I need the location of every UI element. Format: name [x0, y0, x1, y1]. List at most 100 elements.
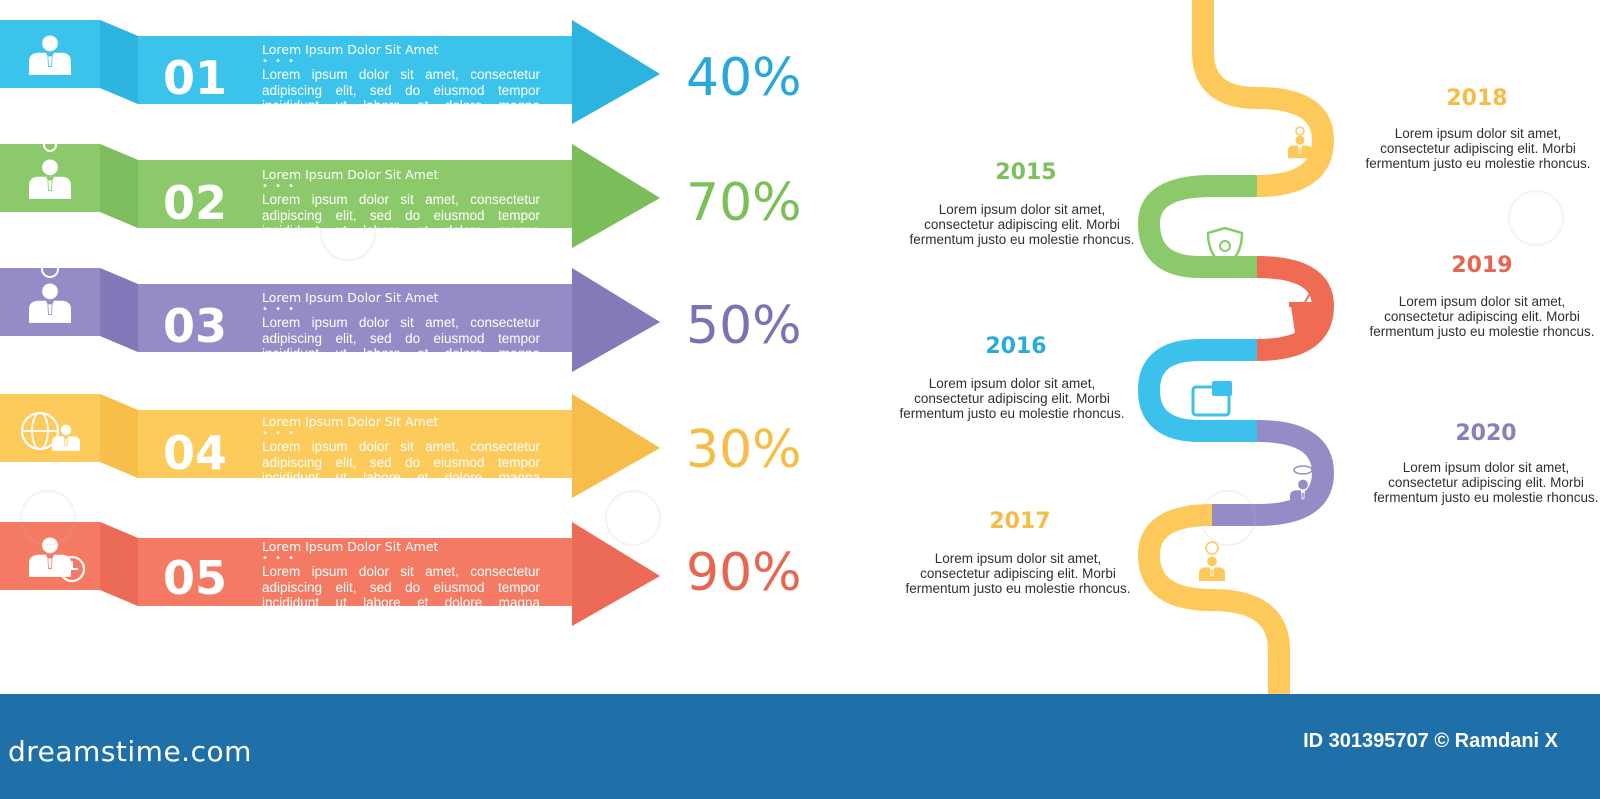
clock-face — [58, 555, 86, 583]
ribbon-fold — [100, 268, 138, 352]
timeline-year: 2018 — [1446, 86, 1508, 111]
bulb — [1295, 126, 1305, 136]
image-credit: ID 301395707 © Ramdani X — [1303, 730, 1558, 752]
clock-hands — [71, 561, 78, 570]
atom-businessman-icon — [1290, 465, 1316, 505]
person-tie — [47, 55, 53, 67]
ribbon-1 — [0, 20, 660, 124]
ribbon-arrow — [138, 268, 660, 372]
person-head — [42, 283, 58, 300]
bulb — [43, 138, 57, 152]
timeline-year: 2016 — [985, 334, 1047, 359]
timeline-text: Lorem ipsum dolor sit amet, consectetur … — [1369, 294, 1595, 339]
person-head — [42, 159, 58, 176]
ribbon-3 — [0, 260, 660, 372]
path-green — [1137, 175, 1257, 278]
watermark-swirl — [605, 490, 661, 546]
person-tie — [47, 303, 53, 315]
person-tie — [47, 557, 53, 569]
row-title: Lorem Ipsum Dolor Sit Amet — [262, 42, 439, 57]
atom-orbit — [1293, 465, 1313, 475]
row-body: Lorem ipsum dolor sit amet, consectetur … — [262, 439, 540, 485]
row-percent: 70% — [686, 173, 802, 233]
timeline-text: Lorem ipsum dolor sit amet, consectetur … — [1365, 126, 1591, 171]
watermark-swirl — [20, 490, 76, 546]
ribbon-4 — [0, 394, 660, 498]
money-businessman-icon — [1199, 541, 1225, 582]
shield — [1206, 226, 1244, 268]
row-body: Lorem ipsum dolor sit amet, consectetur … — [262, 315, 540, 361]
cup — [1291, 306, 1313, 333]
person-head — [1298, 479, 1308, 490]
drink-cup-icon — [1289, 291, 1315, 333]
wallet — [1191, 385, 1231, 417]
straw — [1304, 291, 1312, 303]
timeline-year: 2015 — [995, 160, 1057, 185]
footer-bar — [0, 694, 1600, 799]
ribbon-arrow — [138, 394, 660, 498]
row-number: 01 — [163, 51, 228, 105]
timeline-year: 2019 — [1451, 253, 1513, 278]
timeline-text: Lorem ipsum dolor sit amet, consectetur … — [909, 202, 1135, 247]
row-dots: • • • — [262, 181, 297, 192]
ribbon-arrow-shade — [572, 394, 660, 498]
timeline-year: 2017 — [989, 509, 1051, 534]
ribbon-arrow — [138, 20, 660, 124]
coin — [41, 260, 59, 278]
row-number: 04 — [163, 426, 228, 480]
person-head — [1207, 556, 1217, 567]
watermark-swirl — [320, 205, 376, 261]
idea-businessman-icon — [29, 138, 71, 199]
ribbon-arrow — [138, 144, 660, 248]
money-businessman-icon — [29, 260, 71, 323]
globe-businessman-icon — [20, 411, 80, 451]
copyright-mark — [1219, 240, 1231, 252]
row-percent: 40% — [686, 48, 802, 108]
ribbon-5 — [0, 522, 660, 626]
row-dots: • • • — [262, 56, 297, 67]
ribbon-arrow-shade — [572, 268, 660, 372]
row-number: 02 — [163, 176, 228, 230]
row-title: Lorem Ipsum Dolor Sit Amet — [262, 414, 439, 429]
row-title: Lorem Ipsum Dolor Sit Amet — [262, 167, 439, 182]
person-head — [60, 424, 72, 436]
idea-businessman-icon — [1288, 126, 1312, 159]
row-body: Lorem ipsum dolor sit amet, consectetur … — [262, 564, 540, 610]
row-body: Lorem ipsum dolor sit amet, consectetur … — [262, 192, 540, 238]
row-title: Lorem Ipsum Dolor Sit Amet — [262, 539, 439, 554]
person-head — [1295, 135, 1305, 145]
ribbon-fold — [100, 522, 138, 606]
cup-lid — [1289, 302, 1315, 307]
watermark-swirl — [1508, 190, 1564, 246]
path-red — [1256, 256, 1335, 361]
row-dots: • • • — [262, 553, 297, 564]
person-tie — [1301, 491, 1305, 500]
row-number: 03 — [163, 299, 228, 353]
path-yellow-top — [1192, 0, 1335, 197]
timeline-text: Lorem ipsum dolor sit amet, consectetur … — [1373, 460, 1599, 505]
timeline-icons — [1191, 126, 1316, 582]
row-body: Lorem ipsum dolor sit amet, consectetur … — [262, 67, 540, 113]
ribbon-fold — [100, 394, 138, 478]
ribbon-2 — [0, 138, 660, 248]
businessman-icon — [29, 35, 71, 75]
row-percent: 30% — [686, 420, 802, 480]
timeline-text: Lorem ipsum dolor sit amet, consectetur … — [905, 551, 1131, 596]
watermark-swirl — [1200, 490, 1256, 546]
shield-copyright-icon — [1206, 226, 1244, 268]
wallet-icon — [1191, 381, 1232, 417]
ribbon-arrow-shade — [572, 522, 660, 626]
path-yellow-bottom — [1137, 504, 1290, 694]
wallet-card — [1212, 381, 1232, 396]
person-tie — [1298, 147, 1302, 154]
timeline-path — [1137, 0, 1335, 694]
ribbon-arrow — [138, 522, 660, 626]
timeline-year: 2020 — [1455, 421, 1517, 446]
row-percent: 50% — [686, 296, 802, 356]
row-title: Lorem Ipsum Dolor Sit Amet — [262, 290, 439, 305]
person-tie — [1210, 568, 1214, 577]
brand-logo: dreamstime.com — [8, 735, 252, 768]
timeline-text: Lorem ipsum dolor sit amet, consectetur … — [899, 376, 1125, 421]
